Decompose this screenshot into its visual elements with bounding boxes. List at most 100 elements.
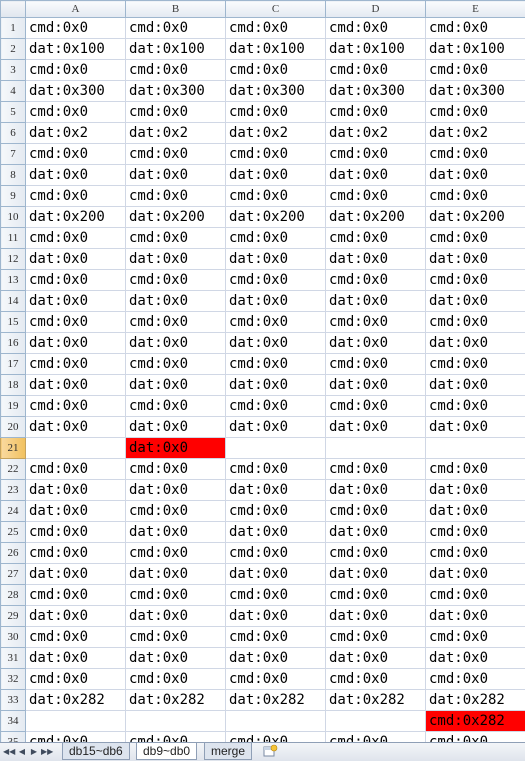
cell-b27[interactable]: dat:0x0 — [126, 564, 226, 585]
cell-b28[interactable]: cmd:0x0 — [126, 585, 226, 606]
cell-a34[interactable] — [26, 711, 126, 732]
cell-e20[interactable]: dat:0x0 — [426, 417, 525, 438]
cell-e14[interactable]: dat:0x0 — [426, 291, 525, 312]
row-header[interactable]: 19 — [1, 396, 26, 417]
sheet-tab-merge[interactable]: merge — [204, 743, 252, 760]
cell-a4[interactable]: dat:0x300 — [26, 81, 126, 102]
cell-d30[interactable]: cmd:0x0 — [326, 627, 426, 648]
cell-c32[interactable]: cmd:0x0 — [226, 669, 326, 690]
select-all-corner[interactable] — [1, 1, 26, 18]
cell-b29[interactable]: dat:0x0 — [126, 606, 226, 627]
cell-a5[interactable]: cmd:0x0 — [26, 102, 126, 123]
cell-d20[interactable]: dat:0x0 — [326, 417, 426, 438]
cell-b19[interactable]: cmd:0x0 — [126, 396, 226, 417]
cell-d15[interactable]: cmd:0x0 — [326, 312, 426, 333]
cell-e2[interactable]: dat:0x100 — [426, 39, 525, 60]
row-header[interactable]: 34 — [1, 711, 26, 732]
cell-e21[interactable] — [426, 438, 525, 459]
cell-a11[interactable]: cmd:0x0 — [26, 228, 126, 249]
row-header[interactable]: 28 — [1, 585, 26, 606]
insert-sheet-icon[interactable] — [262, 744, 278, 758]
cell-a27[interactable]: dat:0x0 — [26, 564, 126, 585]
cell-a9[interactable]: cmd:0x0 — [26, 186, 126, 207]
cell-b3[interactable]: cmd:0x0 — [126, 60, 226, 81]
cell-e22[interactable]: cmd:0x0 — [426, 459, 525, 480]
cell-c25[interactable]: dat:0x0 — [226, 522, 326, 543]
cell-a26[interactable]: cmd:0x0 — [26, 543, 126, 564]
cell-b11[interactable]: cmd:0x0 — [126, 228, 226, 249]
cell-a25[interactable]: cmd:0x0 — [26, 522, 126, 543]
cell-c26[interactable]: cmd:0x0 — [226, 543, 326, 564]
cell-b16[interactable]: dat:0x0 — [126, 333, 226, 354]
cell-c35[interactable]: cmd:0x0 — [226, 732, 326, 743]
cell-e8[interactable]: dat:0x0 — [426, 165, 525, 186]
cell-c1[interactable]: cmd:0x0 — [226, 18, 326, 39]
cell-a22[interactable]: cmd:0x0 — [26, 459, 126, 480]
cell-a33[interactable]: dat:0x282 — [26, 690, 126, 711]
cell-e27[interactable]: dat:0x0 — [426, 564, 525, 585]
cell-c20[interactable]: dat:0x0 — [226, 417, 326, 438]
cell-a15[interactable]: cmd:0x0 — [26, 312, 126, 333]
cell-a31[interactable]: dat:0x0 — [26, 648, 126, 669]
row-header[interactable]: 15 — [1, 312, 26, 333]
cell-d9[interactable]: cmd:0x0 — [326, 186, 426, 207]
cell-e5[interactable]: cmd:0x0 — [426, 102, 525, 123]
last-sheet-icon[interactable]: ▶▶ — [41, 745, 51, 758]
cell-a14[interactable]: dat:0x0 — [26, 291, 126, 312]
cell-b13[interactable]: cmd:0x0 — [126, 270, 226, 291]
cell-a32[interactable]: cmd:0x0 — [26, 669, 126, 690]
cell-b23[interactable]: dat:0x0 — [126, 480, 226, 501]
cell-c29[interactable]: dat:0x0 — [226, 606, 326, 627]
cell-d19[interactable]: cmd:0x0 — [326, 396, 426, 417]
row-header[interactable]: 31 — [1, 648, 26, 669]
cell-e33[interactable]: dat:0x282 — [426, 690, 525, 711]
cell-a19[interactable]: cmd:0x0 — [26, 396, 126, 417]
cell-c33[interactable]: dat:0x282 — [226, 690, 326, 711]
cell-b33[interactable]: dat:0x282 — [126, 690, 226, 711]
row-header[interactable]: 29 — [1, 606, 26, 627]
cell-e19[interactable]: cmd:0x0 — [426, 396, 525, 417]
cell-d34[interactable] — [326, 711, 426, 732]
cell-e31[interactable]: dat:0x0 — [426, 648, 525, 669]
cell-c28[interactable]: cmd:0x0 — [226, 585, 326, 606]
cell-c23[interactable]: dat:0x0 — [226, 480, 326, 501]
cell-c22[interactable]: cmd:0x0 — [226, 459, 326, 480]
row-header[interactable]: 8 — [1, 165, 26, 186]
cell-d28[interactable]: cmd:0x0 — [326, 585, 426, 606]
cell-e23[interactable]: dat:0x0 — [426, 480, 525, 501]
cell-a1[interactable]: cmd:0x0 — [26, 18, 126, 39]
row-header[interactable]: 7 — [1, 144, 26, 165]
cell-c13[interactable]: cmd:0x0 — [226, 270, 326, 291]
row-header[interactable]: 18 — [1, 375, 26, 396]
first-sheet-icon[interactable]: ◀◀ — [3, 745, 13, 758]
cell-a13[interactable]: cmd:0x0 — [26, 270, 126, 291]
cell-d23[interactable]: dat:0x0 — [326, 480, 426, 501]
cell-c21[interactable] — [226, 438, 326, 459]
row-header[interactable]: 1 — [1, 18, 26, 39]
row-header[interactable]: 23 — [1, 480, 26, 501]
cell-a29[interactable]: dat:0x0 — [26, 606, 126, 627]
cell-d13[interactable]: cmd:0x0 — [326, 270, 426, 291]
cell-e24[interactable]: dat:0x0 — [426, 501, 525, 522]
cell-c19[interactable]: cmd:0x0 — [226, 396, 326, 417]
row-header[interactable]: 16 — [1, 333, 26, 354]
cell-e11[interactable]: cmd:0x0 — [426, 228, 525, 249]
cell-e6[interactable]: dat:0x2 — [426, 123, 525, 144]
row-header[interactable]: 22 — [1, 459, 26, 480]
row-header[interactable]: 24 — [1, 501, 26, 522]
cell-d29[interactable]: dat:0x0 — [326, 606, 426, 627]
cell-e29[interactable]: dat:0x0 — [426, 606, 525, 627]
cell-a35[interactable]: cmd:0x0 — [26, 732, 126, 743]
row-header[interactable]: 10 — [1, 207, 26, 228]
cell-b30[interactable]: cmd:0x0 — [126, 627, 226, 648]
cell-b1[interactable]: cmd:0x0 — [126, 18, 226, 39]
cell-a10[interactable]: dat:0x200 — [26, 207, 126, 228]
cell-b21[interactable]: dat:0x0 — [126, 438, 226, 459]
row-header[interactable]: 30 — [1, 627, 26, 648]
cell-b17[interactable]: cmd:0x0 — [126, 354, 226, 375]
row-header[interactable]: 25 — [1, 522, 26, 543]
cell-b24[interactable]: cmd:0x0 — [126, 501, 226, 522]
cell-d24[interactable]: cmd:0x0 — [326, 501, 426, 522]
cell-d32[interactable]: cmd:0x0 — [326, 669, 426, 690]
cell-b31[interactable]: dat:0x0 — [126, 648, 226, 669]
